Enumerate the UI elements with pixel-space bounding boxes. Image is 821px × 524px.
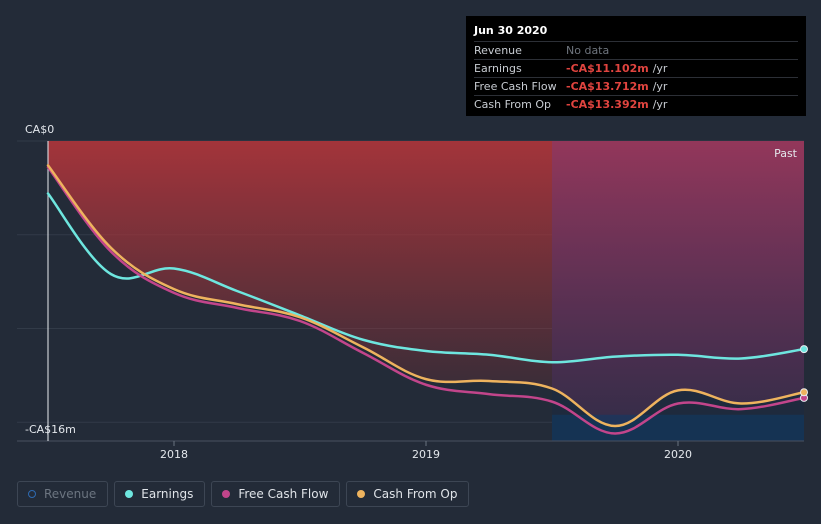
data-tooltip: Jun 30 2020 Revenue No data Earnings -CA… [466, 16, 806, 116]
legend-item-earnings[interactable]: Earnings [114, 481, 206, 507]
legend-label: Revenue [44, 487, 97, 501]
tooltip-unit: /yr [652, 80, 668, 93]
legend-label: Cash From Op [373, 487, 458, 501]
series-line-free-cash-flow [46, 166, 806, 435]
tooltip-label: Earnings [474, 62, 522, 75]
tooltip-value: -CA$11.102m [566, 62, 649, 75]
tooltip-row-earnings: Earnings -CA$11.102m /yr [474, 59, 798, 77]
past-label: Past [774, 147, 798, 160]
series-line-earnings [46, 192, 806, 364]
series-endpoint-earnings [800, 345, 808, 354]
legend-item-cash-from-op[interactable]: Cash From Op [346, 481, 470, 507]
legend-dot-icon [28, 490, 36, 498]
series-endpoint-cash-from-op [800, 388, 808, 397]
legend-dot-icon [222, 490, 231, 498]
tooltip-unit: /yr [652, 62, 668, 75]
y-axis-top-label: CA$0 [25, 123, 54, 136]
legend-dot-icon [125, 490, 134, 498]
legend-item-free-cash-flow[interactable]: Free Cash Flow [211, 481, 341, 507]
tooltip-unit: /yr [652, 98, 668, 111]
legend-dot-icon [357, 490, 366, 498]
x-tick-label: 2018 [160, 448, 188, 461]
tooltip-row-free-cash-flow: Free Cash Flow -CA$13.712m /yr [474, 77, 798, 95]
legend: Revenue Earnings Free Cash Flow Cash Fro… [17, 481, 475, 507]
tooltip-label: Revenue [474, 44, 522, 57]
x-tick-label: 2020 [664, 448, 692, 461]
tooltip-row-cash-from-op: Cash From Op -CA$13.392m /yr [474, 95, 798, 113]
tooltip-value: -CA$13.712m [566, 80, 649, 93]
legend-label: Free Cash Flow [238, 487, 329, 501]
loss-area-fill [48, 141, 552, 389]
x-axis-ticks: 2018 2019 2020 [160, 441, 692, 461]
legend-label: Earnings [141, 487, 194, 501]
tooltip-value: -CA$13.392m [566, 98, 649, 111]
legend-item-revenue[interactable]: Revenue [17, 481, 109, 507]
loss-area-fill-recent [552, 141, 804, 427]
y-axis-bottom-label: -CA$16m [25, 423, 76, 436]
tooltip-row-revenue: Revenue No data [474, 41, 798, 59]
tooltip-date: Jun 30 2020 [474, 24, 548, 37]
revenue-band [552, 414, 804, 441]
tooltip-value: No data [566, 44, 610, 57]
tooltip-label: Cash From Op [474, 98, 552, 111]
series-line-cash-from-op [46, 164, 806, 428]
series-lines [46, 164, 808, 435]
tooltip-label: Free Cash Flow [474, 80, 557, 93]
x-tick-label: 2019 [412, 448, 440, 461]
